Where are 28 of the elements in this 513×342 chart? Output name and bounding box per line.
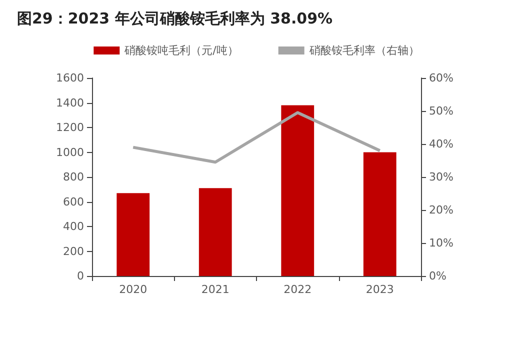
x-tick-label: 2021: [201, 283, 230, 296]
y-tick-label: 600: [63, 195, 84, 208]
y-tick-label: 1000: [56, 146, 84, 159]
y2-tick-label: 0%: [429, 270, 446, 282]
y-tick-label: 200: [63, 244, 84, 258]
y2-tick-label: 60%: [429, 72, 454, 84]
y2-tick-label: 30%: [429, 170, 454, 184]
bar: [281, 105, 314, 276]
x-tick-label: 2020: [119, 283, 148, 296]
x-tick-label: 2023: [366, 283, 394, 296]
y-tick-label: 1200: [56, 121, 84, 134]
chart-title: 图29：2023 年公司硝酸铵毛利率为 38.09%: [17, 10, 333, 28]
y2-tick-label: 10%: [429, 236, 454, 250]
y-tick-label: 1600: [56, 72, 84, 84]
legend-label: 硝酸铵毛利率（右轴）: [308, 44, 420, 57]
y-tick-label: 400: [63, 220, 84, 233]
legend-label: 硝酸铵吨毛利（元/吨）: [124, 44, 238, 57]
bar: [198, 188, 232, 276]
y-tick-label: 800: [63, 170, 84, 184]
y2-tick-label: 40%: [429, 138, 454, 150]
x-tick-label: 2022: [284, 283, 312, 296]
y2-tick-label: 50%: [429, 104, 454, 118]
bar: [116, 193, 150, 276]
y-tick-label: 0: [77, 270, 84, 282]
bar: [363, 152, 396, 276]
line-series: [132, 111, 382, 164]
y-tick-label: 1400: [56, 96, 84, 110]
y2-tick-label: 20%: [429, 204, 454, 216]
